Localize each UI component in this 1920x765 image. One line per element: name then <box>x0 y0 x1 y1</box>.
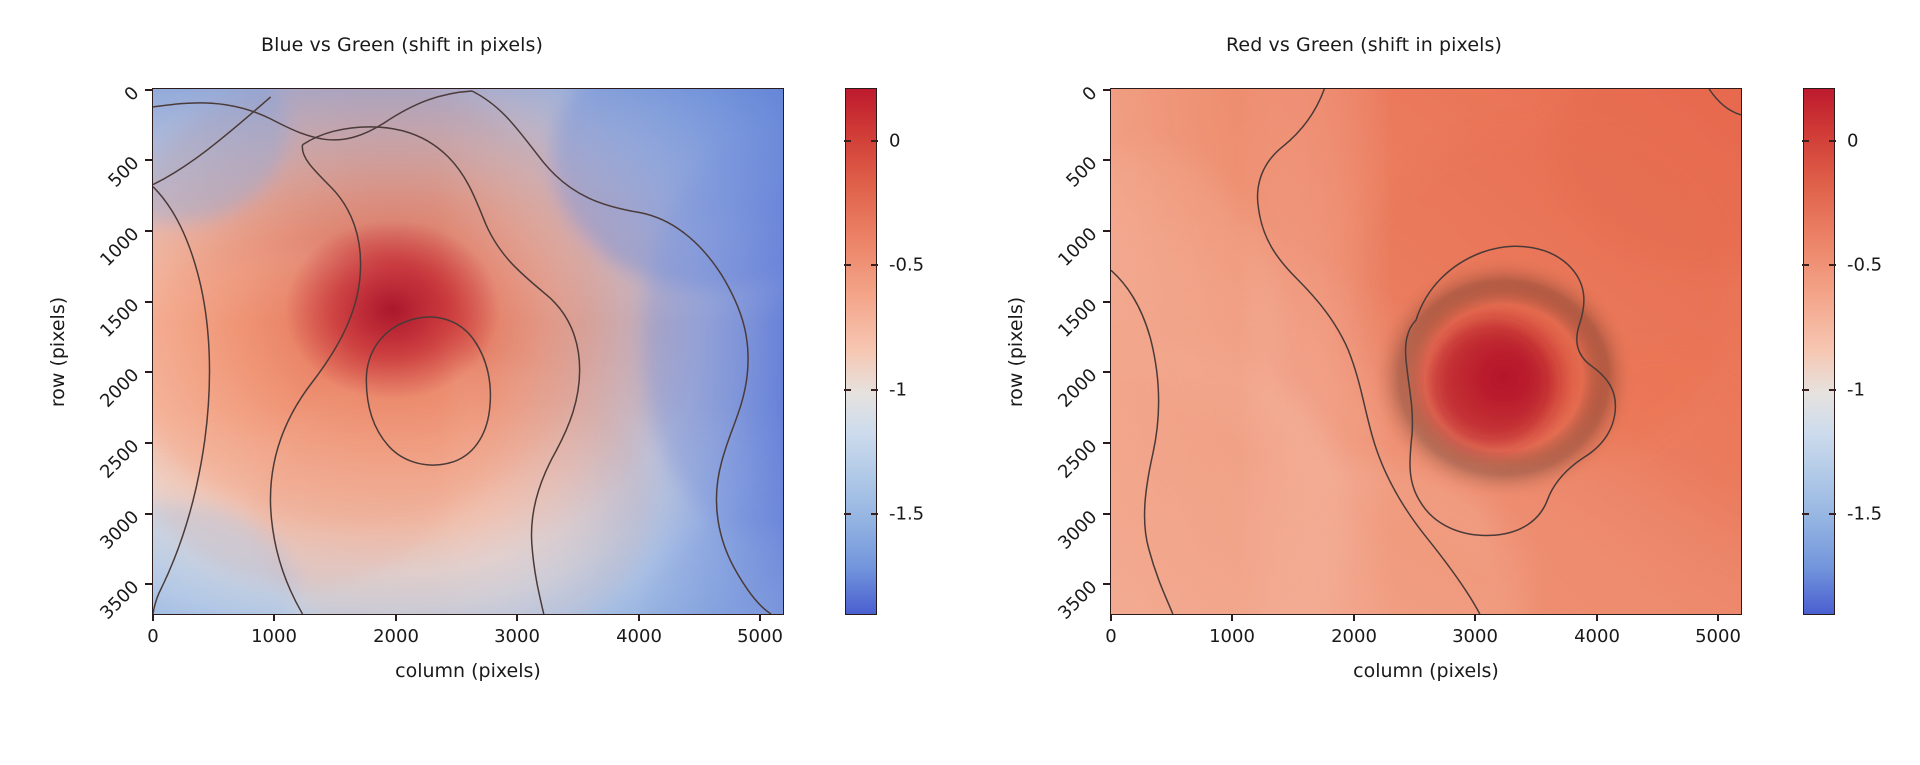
y-tick <box>145 89 152 91</box>
y-tick-label: 3000 <box>96 506 144 554</box>
panel-red-green: Red vs Green (shift in pixels) <box>960 0 1920 765</box>
x-tick-label: 4000 <box>1574 626 1620 647</box>
x-tick-label: 2000 <box>373 626 419 647</box>
x-tick <box>1596 614 1598 621</box>
panel-blue-green: Blue vs Green (shift in pixels) <box>47 34 925 682</box>
x-tick <box>1474 614 1476 621</box>
x-tick <box>638 614 640 621</box>
x-tick-label: 3000 <box>494 626 540 647</box>
y-axis-label: row (pixels) <box>47 296 69 408</box>
x-tick-label: 1000 <box>1209 626 1255 647</box>
x-tick-label: 5000 <box>737 626 783 647</box>
colorbar-tick <box>1829 513 1836 515</box>
x-tick-label: 2000 <box>1331 626 1377 647</box>
y-tick <box>1103 89 1110 91</box>
y-tick-label: 1000 <box>1054 223 1102 271</box>
x-axis-label: column (pixels) <box>395 660 541 682</box>
colorbar-tick <box>1829 389 1836 391</box>
y-tick-label: 500 <box>104 152 144 192</box>
colorbar-tick <box>844 513 851 515</box>
colorbar-tick <box>844 389 851 391</box>
colorbar-tick <box>1802 140 1809 142</box>
colorbar-tick-label: 0 <box>1847 130 1859 152</box>
y-tick-label: 2000 <box>96 364 144 412</box>
y-tick <box>145 230 152 232</box>
y-tick-label: 1500 <box>96 294 144 342</box>
y-tick-label: 2000 <box>1054 364 1102 412</box>
y-tick <box>1103 583 1110 585</box>
y-tick-label: 0 <box>120 82 144 106</box>
y-tick-label: 0 <box>1078 82 1102 106</box>
y-tick-label: 2500 <box>96 435 144 483</box>
x-tick-label: 5000 <box>1695 626 1741 647</box>
x-tick <box>1110 614 1112 621</box>
y-tick <box>1103 301 1110 303</box>
x-tick-label: 3000 <box>1452 626 1498 647</box>
colorbar-tick-label: -1.5 <box>1847 503 1883 525</box>
colorbar-tick-label: 0 <box>889 130 901 152</box>
x-tick-label: 4000 <box>616 626 662 647</box>
colorbar-tick-label: -1.5 <box>889 503 925 525</box>
y-tick <box>1103 442 1110 444</box>
y-tick-label: 3500 <box>96 576 144 624</box>
colorbar-tick <box>1829 140 1836 142</box>
colorbar-tick <box>1829 264 1836 266</box>
colorbar-tick <box>844 264 851 266</box>
colorbar-tick <box>844 140 851 142</box>
x-tick <box>1353 614 1355 621</box>
y-tick-label: 1500 <box>1054 294 1102 342</box>
x-tick <box>516 614 518 621</box>
x-tick <box>273 614 275 621</box>
contour-lines <box>1111 89 1741 614</box>
y-tick <box>145 442 152 444</box>
y-axis-label: row (pixels) <box>1005 296 1027 408</box>
colorbar-tick <box>871 264 878 266</box>
colorbar-tick <box>871 389 878 391</box>
heatmap-surface <box>1111 89 1741 614</box>
y-tick-label: 3500 <box>1054 576 1102 624</box>
y-tick-label: 2500 <box>1054 435 1102 483</box>
heatmap-surface <box>153 89 783 614</box>
y-tick-label: 1000 <box>96 223 144 271</box>
y-tick <box>1103 159 1110 161</box>
colorbar-tick-label: -1 <box>889 379 907 401</box>
y-tick <box>145 513 152 515</box>
heatmap-axes[interactable] <box>1110 88 1742 615</box>
y-tick <box>145 583 152 585</box>
colorbar[interactable] <box>845 88 877 615</box>
y-tick <box>1103 513 1110 515</box>
x-axis-label: column (pixels) <box>1353 660 1499 682</box>
x-tick-label: 0 <box>1105 626 1117 647</box>
colorbar-tick-label: -1 <box>1847 379 1865 401</box>
colorbar-tick-label: -0.5 <box>889 254 925 276</box>
colorbar-tick-label: -0.5 <box>1847 254 1883 276</box>
panel-title: Blue vs Green (shift in pixels) <box>260 34 544 56</box>
panel-title: Red vs Green (shift in pixels) <box>1225 34 1502 56</box>
y-tick <box>145 301 152 303</box>
colorbar-tick <box>871 140 878 142</box>
x-tick <box>759 614 761 621</box>
y-tick <box>1103 230 1110 232</box>
x-tick <box>152 614 154 621</box>
x-tick <box>1231 614 1233 621</box>
colorbar-tick <box>1802 513 1809 515</box>
y-tick <box>145 371 152 373</box>
colorbar-tick <box>871 513 878 515</box>
colorbar-tick <box>1802 264 1809 266</box>
x-tick <box>1717 614 1719 621</box>
x-tick <box>395 614 397 621</box>
contour-lines <box>153 90 772 614</box>
x-tick-label: 0 <box>147 626 159 647</box>
y-tick-label: 500 <box>1062 152 1102 192</box>
x-tick-label: 1000 <box>251 626 297 647</box>
colorbar-tick <box>1802 389 1809 391</box>
heatmap-axes[interactable] <box>152 88 784 615</box>
y-tick-label: 3000 <box>1054 506 1102 554</box>
colorbar[interactable] <box>1803 88 1835 615</box>
y-tick <box>145 159 152 161</box>
y-tick <box>1103 371 1110 373</box>
